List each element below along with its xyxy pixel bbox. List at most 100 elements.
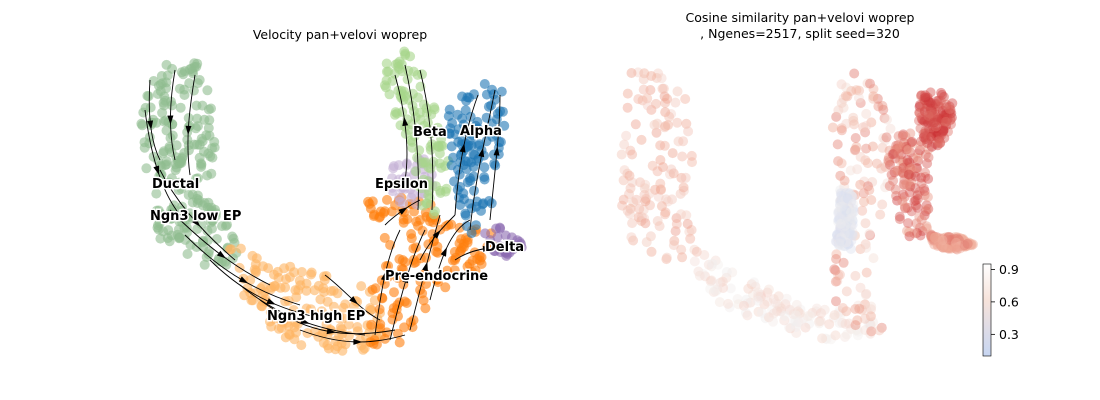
- cell-point: [175, 102, 186, 113]
- cell-point: [153, 205, 164, 216]
- cell-point: [890, 145, 901, 156]
- cell-point: [861, 305, 872, 316]
- cell-point: [940, 116, 951, 127]
- cell-point: [863, 181, 873, 192]
- cell-point: [938, 124, 949, 135]
- cell-point: [848, 206, 859, 217]
- streamline: [374, 229, 401, 336]
- cell-point: [946, 243, 957, 254]
- cell-point: [890, 144, 901, 155]
- cell-point: [837, 212, 848, 222]
- cell-point: [337, 345, 348, 356]
- cell-point: [332, 288, 343, 299]
- colorbar: 0.9 0.6 0.3: [982, 262, 1019, 357]
- streamline: [404, 64, 419, 211]
- cell-point: [877, 142, 888, 153]
- cell-point: [205, 217, 216, 228]
- cell-point: [955, 236, 966, 247]
- cell-point: [921, 102, 932, 113]
- cell-point: [772, 306, 782, 317]
- cell-point: [388, 303, 399, 314]
- cell-point: [894, 211, 905, 222]
- cell-point: [903, 169, 914, 180]
- cell-point: [749, 277, 759, 288]
- cell-point: [942, 232, 953, 243]
- cell-point: [877, 199, 888, 210]
- cell-point: [903, 165, 913, 175]
- cell-point: [919, 116, 930, 127]
- cell-point: [841, 235, 852, 246]
- cell-point: [836, 213, 846, 223]
- cell-point: [841, 237, 852, 248]
- cell-point: [406, 192, 417, 203]
- cell-point: [876, 322, 887, 333]
- streamline: [394, 74, 408, 181]
- cell-point: [919, 106, 930, 117]
- cell-point: [306, 267, 317, 278]
- cell-point: [790, 316, 801, 327]
- cell-point: [866, 304, 876, 315]
- cell-point: [830, 276, 841, 287]
- cell-point: [854, 303, 865, 314]
- cell-point: [912, 190, 923, 201]
- cell-point: [947, 237, 958, 248]
- cell-point: [837, 216, 848, 227]
- cluster-label-ngn3-high-ep: Ngn3 high EP: [267, 309, 365, 324]
- cell-point: [428, 209, 439, 220]
- cell-point: [682, 218, 693, 229]
- cell-point: [932, 113, 943, 124]
- cell-point: [892, 195, 903, 206]
- cell-point: [663, 196, 673, 207]
- cell-point: [159, 100, 170, 111]
- cell-point: [638, 74, 649, 85]
- cell-point: [913, 155, 923, 166]
- cell-point: [834, 269, 845, 280]
- cell-point: [904, 187, 915, 198]
- cell-point: [898, 140, 909, 151]
- cell-point: [694, 270, 705, 281]
- cell-point: [846, 190, 857, 201]
- cell-point: [910, 171, 921, 182]
- streamline-arrow: [192, 218, 201, 227]
- cell-point: [878, 133, 889, 143]
- cell-point: [833, 270, 844, 281]
- cell-point: [631, 194, 642, 205]
- cell-point: [868, 93, 879, 104]
- cell-point: [901, 144, 912, 155]
- cell-point: [622, 205, 633, 216]
- cluster-label-pre-endocrine: Pre-endocrine: [385, 269, 488, 284]
- cell-point: [949, 239, 959, 249]
- cell-point: [930, 108, 941, 119]
- cell-point: [738, 300, 749, 311]
- cell-point: [639, 189, 650, 200]
- cell-point: [843, 228, 854, 239]
- cell-point: [890, 184, 901, 195]
- cell-point: [928, 232, 939, 243]
- cell-point: [941, 239, 952, 250]
- cell-point: [872, 93, 883, 104]
- cell-point: [401, 298, 412, 308]
- cell-point: [889, 148, 899, 159]
- cell-point: [840, 219, 851, 230]
- cell-point: [840, 222, 851, 233]
- cell-point: [645, 85, 656, 95]
- cell-point: [676, 244, 687, 255]
- cell-point: [666, 164, 677, 175]
- cell-point: [920, 167, 931, 178]
- cell-point: [860, 289, 871, 300]
- cell-point: [365, 305, 376, 316]
- cell-point: [902, 155, 913, 165]
- cell-point: [647, 160, 658, 171]
- cell-point: [819, 304, 830, 315]
- cell-point: [852, 164, 863, 175]
- cell-point: [420, 157, 431, 168]
- cell-point: [661, 254, 672, 265]
- cell-point: [622, 168, 633, 179]
- cell-point: [926, 104, 937, 115]
- cell-point: [626, 232, 637, 243]
- cell-point: [691, 246, 702, 257]
- cell-point: [842, 193, 853, 204]
- cell-point: [836, 190, 847, 201]
- cell-point: [402, 214, 413, 225]
- cell-point: [835, 224, 846, 234]
